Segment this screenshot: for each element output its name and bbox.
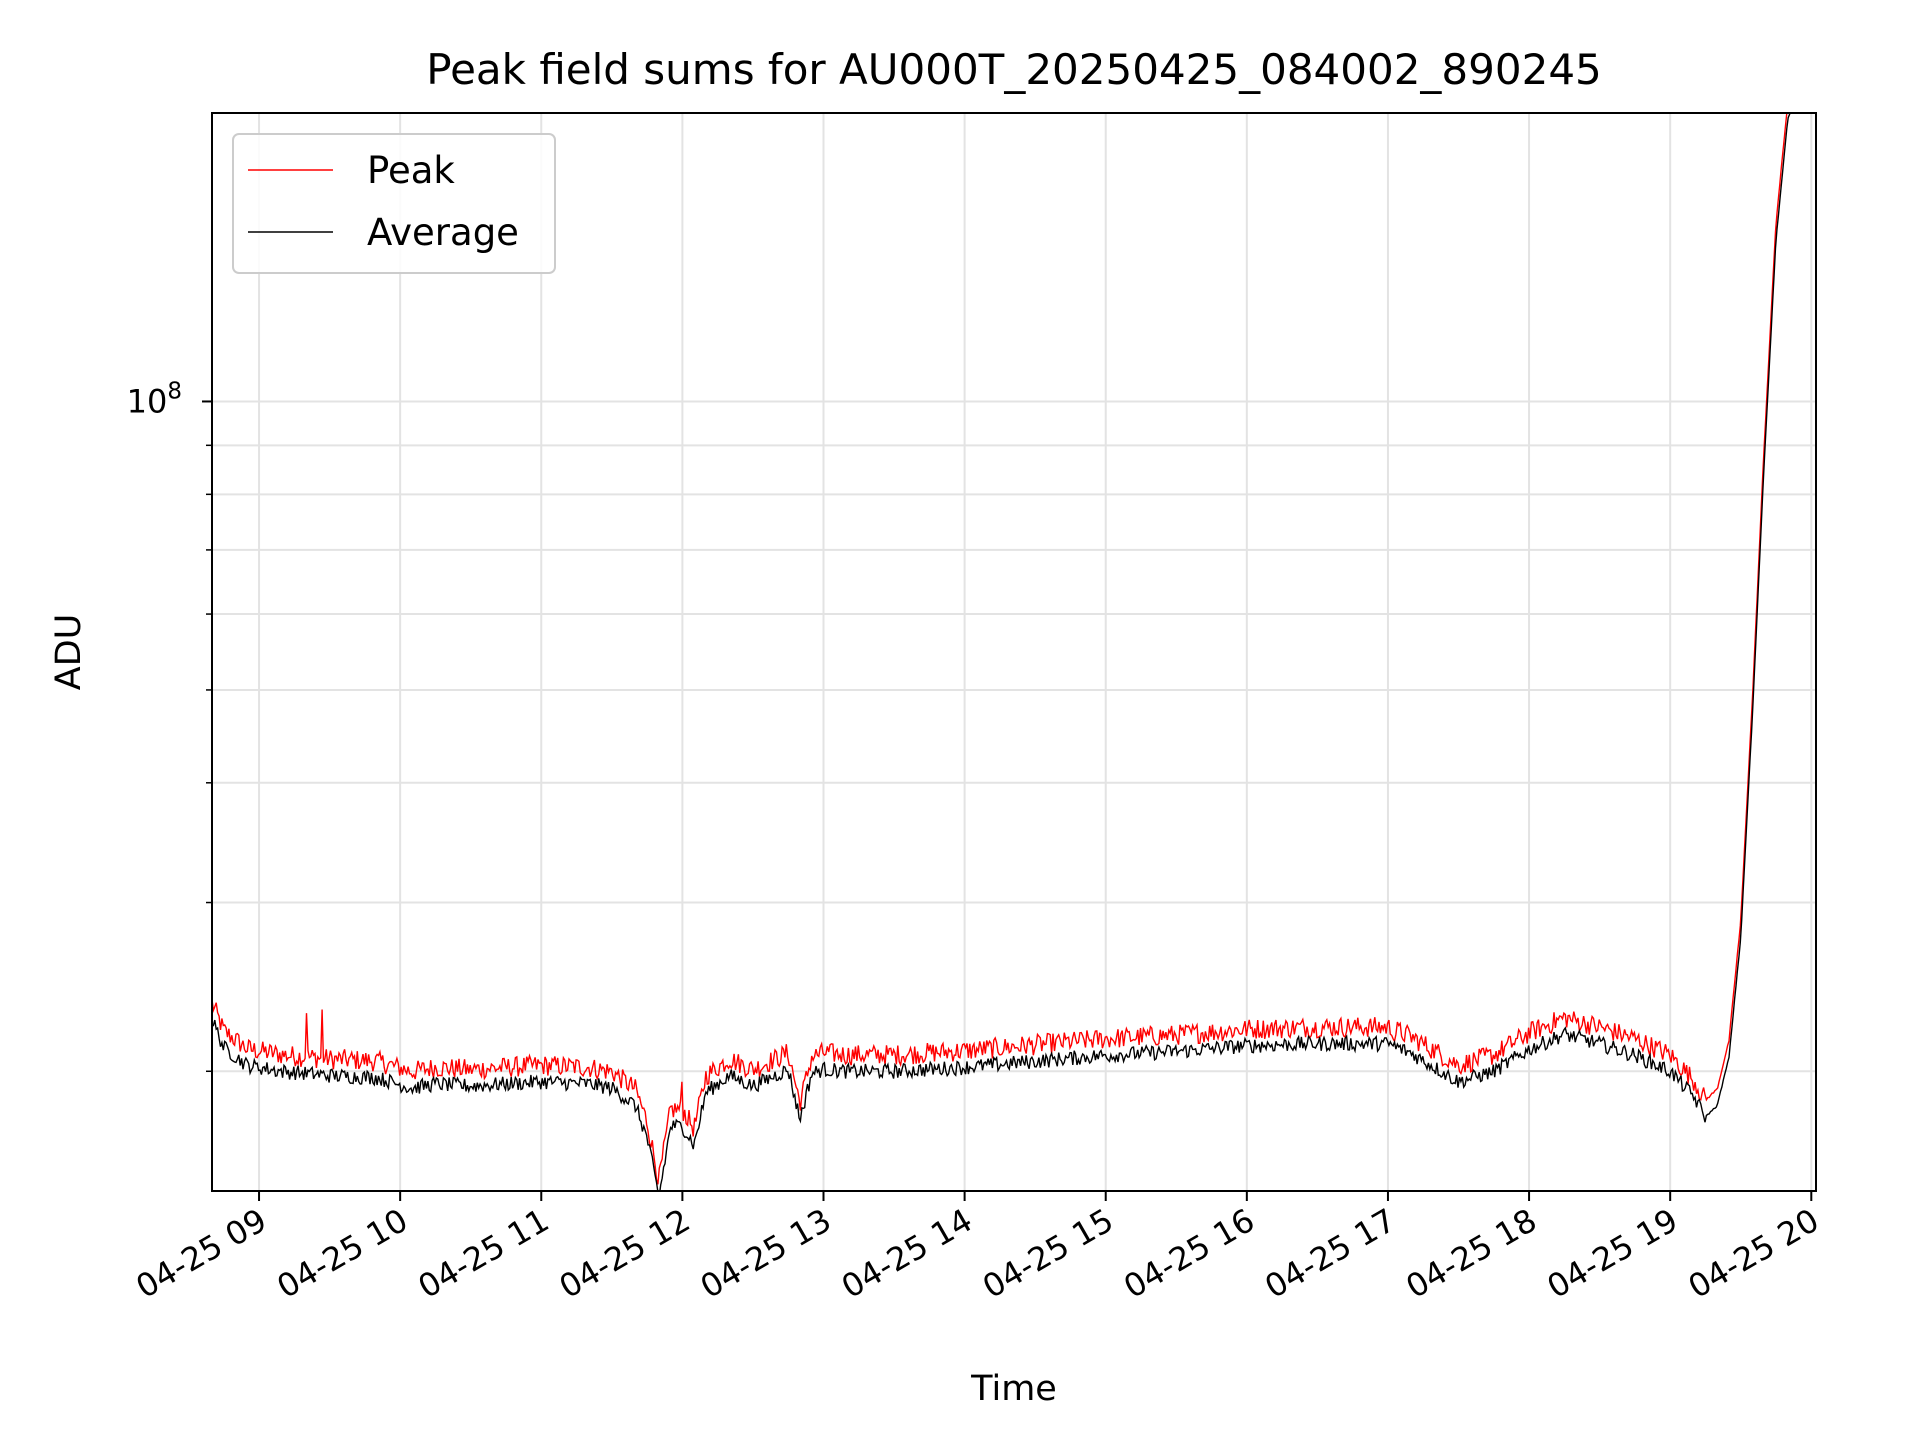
grid	[212, 113, 1816, 1191]
chart-title: Peak field sums for AU000T_20250425_0840…	[426, 45, 1602, 94]
series-line-peak	[212, 113, 1788, 1185]
y-tick-label: 108	[127, 378, 182, 420]
legend-label-average: Average	[367, 211, 519, 254]
series-line-average	[212, 113, 1792, 1191]
plot-frame	[211, 112, 1817, 1192]
y-axis-label: ADU	[49, 614, 89, 691]
legend-label-peak: Peak	[367, 149, 455, 192]
series-layer	[212, 113, 1792, 1191]
legend: Peak Average	[232, 133, 556, 274]
legend-box	[232, 133, 556, 274]
x-axis-label: Time	[970, 1369, 1057, 1409]
